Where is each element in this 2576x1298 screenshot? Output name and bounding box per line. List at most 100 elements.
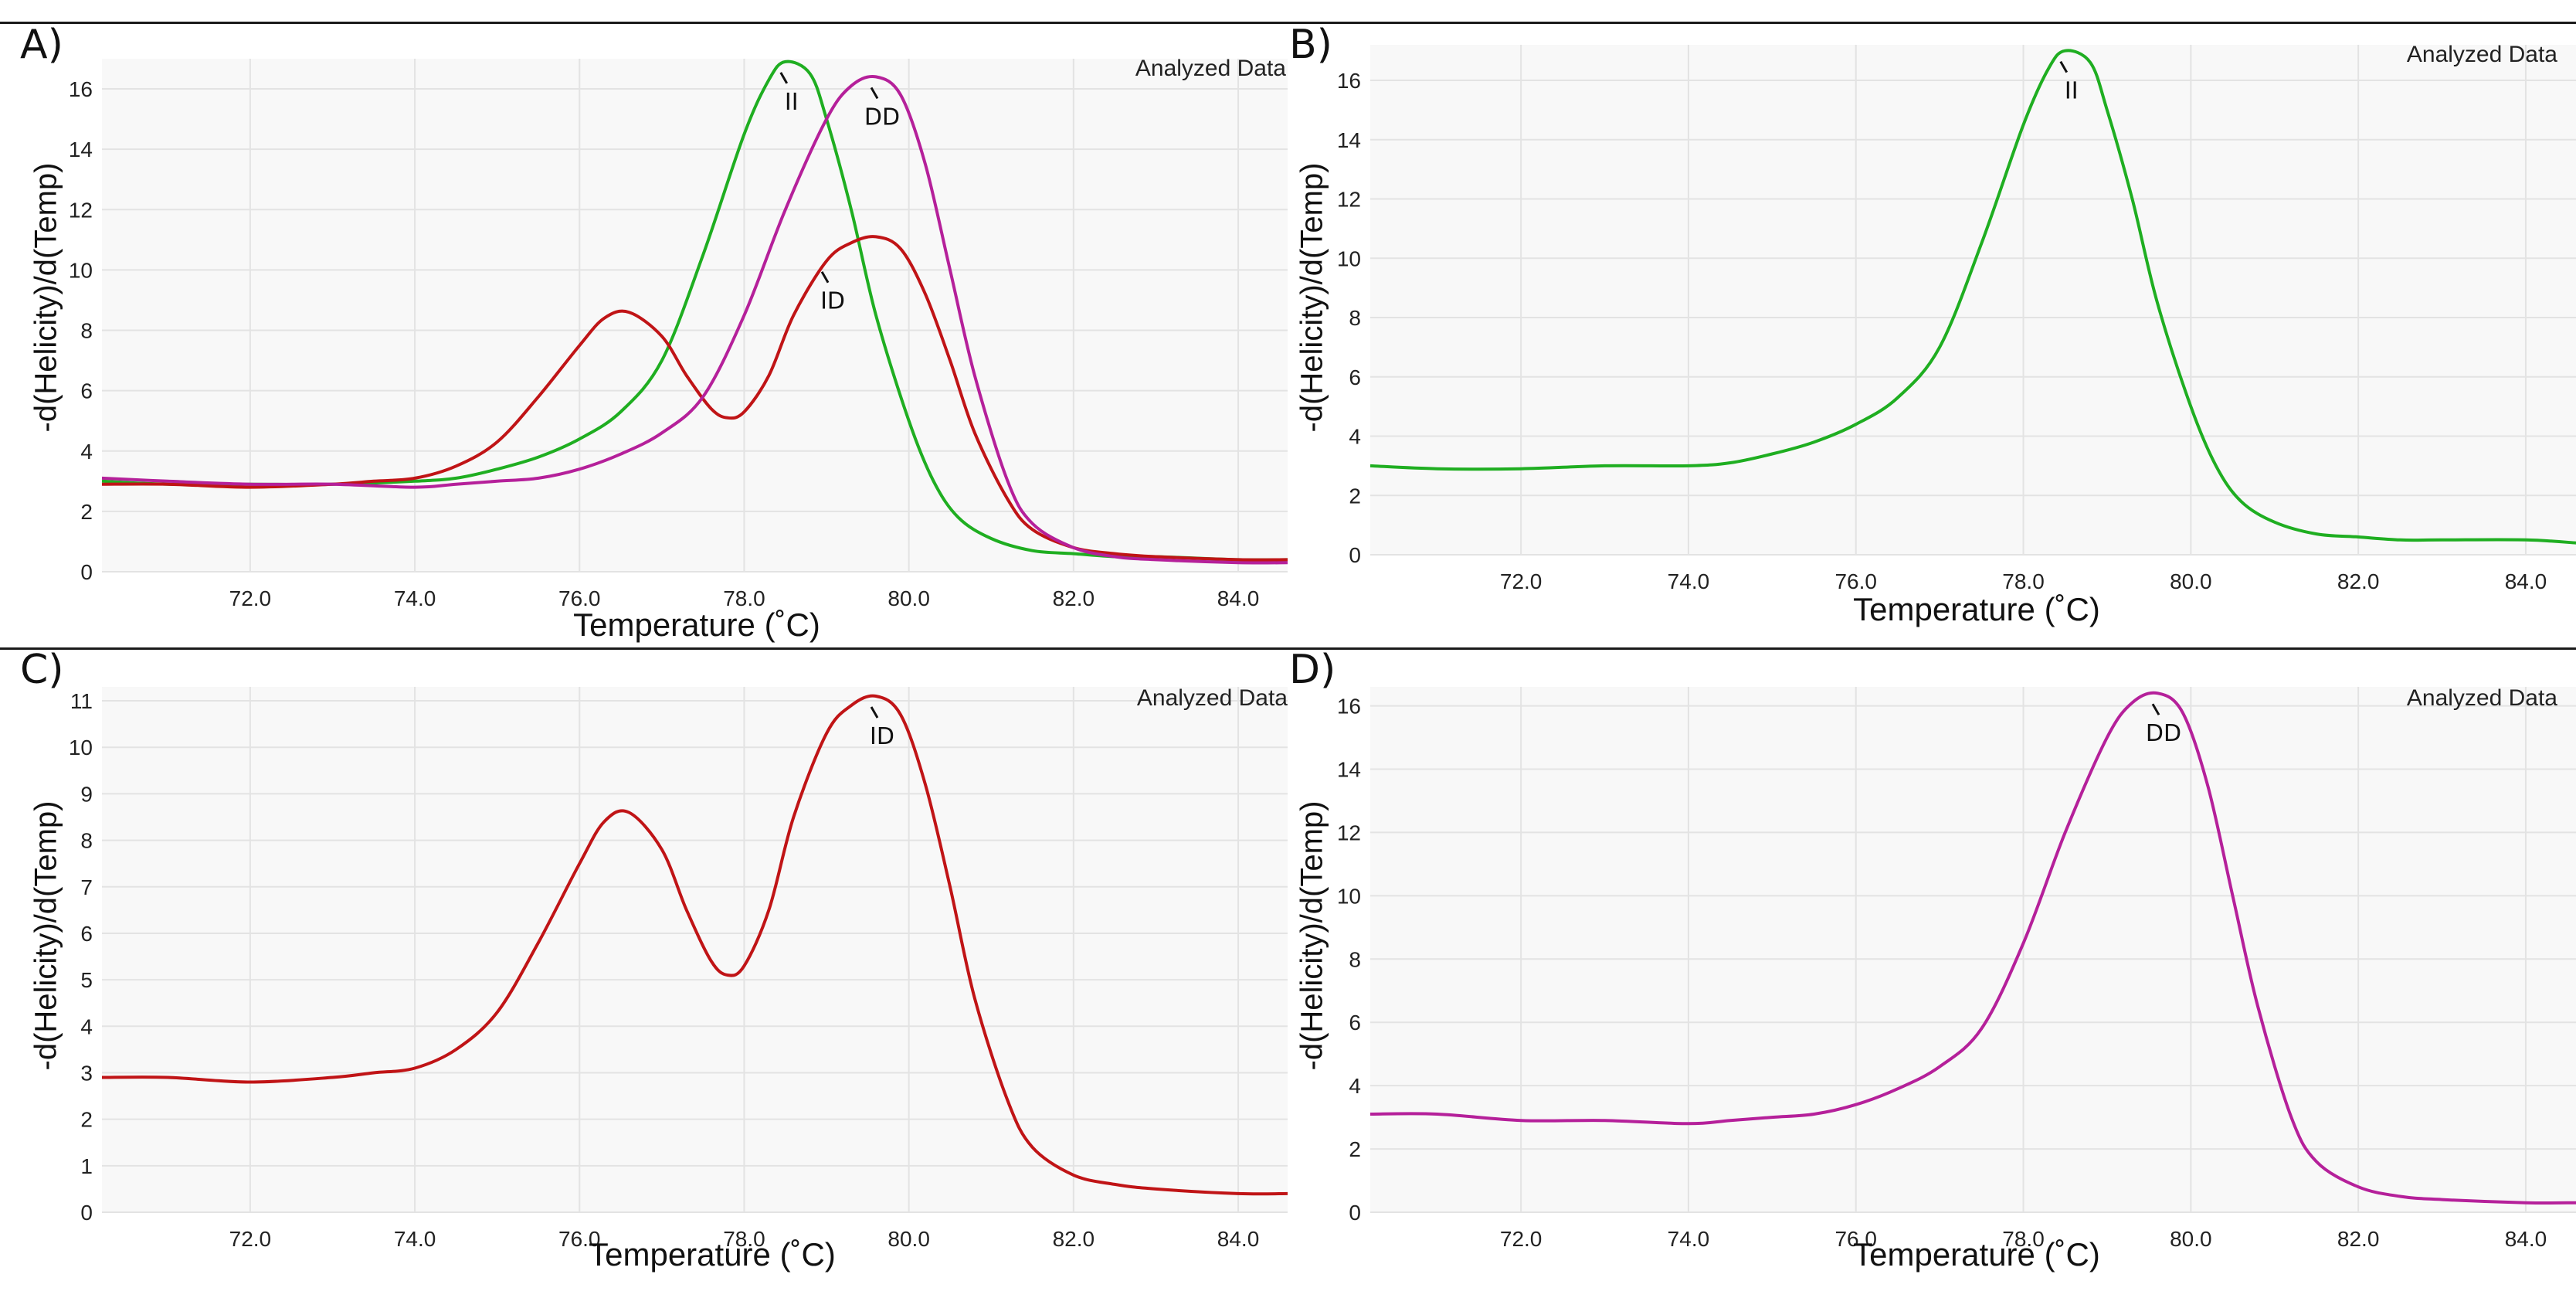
x-tick-label: 72.0 bbox=[229, 1227, 272, 1251]
series-line-dd bbox=[1369, 691, 2576, 1205]
y-tick-label: 8 bbox=[80, 319, 93, 343]
y-axis-label: -d(Helicity)/d(Temp) bbox=[29, 162, 63, 433]
annotation-label: ID bbox=[870, 723, 894, 750]
y-tick-label: 0 bbox=[80, 1201, 93, 1225]
y-tick-label: 10 bbox=[1337, 246, 1361, 270]
y-tick-label: 1 bbox=[80, 1154, 93, 1178]
y-tick-label: 3 bbox=[80, 1061, 93, 1085]
y-tick-label: 6 bbox=[80, 379, 93, 403]
y-tick-label: 4 bbox=[80, 440, 93, 464]
x-tick-label: 76.0 bbox=[1834, 569, 1877, 593]
y-tick-label: 2 bbox=[1349, 484, 1361, 508]
x-tick-label: 74.0 bbox=[394, 586, 436, 610]
series-line-ii bbox=[1369, 49, 2576, 545]
y-tick-label: 6 bbox=[1349, 1011, 1361, 1035]
x-tick-label: 84.0 bbox=[2505, 569, 2547, 593]
y-tick-label: 0 bbox=[80, 560, 93, 584]
x-tick-label: 78.0 bbox=[2002, 1227, 2045, 1251]
y-tick-label: 10 bbox=[1337, 884, 1361, 908]
y-tick-label: 12 bbox=[69, 198, 93, 222]
x-axis-label: Temperature (˚C) bbox=[1853, 591, 2100, 627]
panel-d: 72.0 74.0 76.0 78.0 80.0 82.0 84.0 0 2 4 6 8 10 12 14 1… bbox=[1288, 650, 2576, 1298]
y-tick-label: 7 bbox=[80, 875, 93, 899]
x-tick-label: 82.0 bbox=[1053, 1227, 1095, 1251]
annotation-leader bbox=[2059, 60, 2069, 73]
annotation-label: DD bbox=[2146, 720, 2181, 747]
annotation-label: II bbox=[785, 89, 799, 116]
y-tick-label: 14 bbox=[69, 138, 93, 161]
middle-border-line bbox=[0, 647, 2576, 650]
y-tick-label: 12 bbox=[1337, 188, 1361, 212]
y-tick-label: 8 bbox=[80, 829, 93, 853]
x-tick-label: 80.0 bbox=[888, 1227, 930, 1251]
analyzed-data-label: Analyzed Data bbox=[1135, 56, 1286, 81]
y-tick-label: 2 bbox=[1349, 1137, 1361, 1161]
analyzed-data-label: Analyzed Data bbox=[2406, 685, 2557, 711]
x-axis-label: Temperature (˚C) bbox=[573, 607, 820, 643]
panel-c: 72.0 74.0 76.0 78.0 80.0 82.0 84.0 0 1 2 3 4 5 6 7 8 9 10… bbox=[0, 650, 1288, 1298]
panel-c-chart: 72.0 74.0 76.0 78.0 80.0 82.0 84.0 0 1 2 3 4 5 6 7 8 9 10… bbox=[69, 687, 1288, 1251]
x-tick-label: 84.0 bbox=[1217, 1227, 1260, 1251]
x-tick-label: 76.0 bbox=[558, 1227, 601, 1251]
y-tick-label: 4 bbox=[1349, 1074, 1361, 1098]
annotation-label: ID bbox=[820, 288, 845, 315]
y-tick-label: 5 bbox=[80, 968, 93, 992]
x-axis-label: Temperature (˚C) bbox=[1853, 1236, 2100, 1273]
panel-a-chart: 72.0 74.0 76.0 78.0 80.0 82.0 84.0 0 2 4 6 8 10 12 14 1… bbox=[69, 59, 1288, 610]
x-axis-label: Temperature (˚C) bbox=[589, 1236, 836, 1273]
annotation-leader bbox=[779, 72, 789, 84]
x-tick-label: 74.0 bbox=[1668, 1227, 1710, 1251]
plot-area bbox=[102, 687, 1288, 1212]
y-tick-label: 16 bbox=[1337, 69, 1361, 93]
y-tick-label: 6 bbox=[1349, 365, 1361, 389]
plot-area bbox=[1370, 45, 2576, 555]
y-tick-label: 11 bbox=[70, 689, 93, 713]
analyzed-data-label: Analyzed Data bbox=[1136, 685, 1288, 711]
series-line-dd bbox=[101, 74, 1288, 565]
x-tick-label: 72.0 bbox=[229, 586, 272, 610]
annotation-leader bbox=[820, 270, 830, 284]
x-tick-label: 74.0 bbox=[394, 1227, 436, 1251]
y-tick-label: 14 bbox=[1337, 128, 1361, 152]
x-tick-label: 72.0 bbox=[1500, 1227, 1543, 1251]
top-border-line bbox=[0, 22, 2576, 24]
y-tick-label: 2 bbox=[80, 500, 93, 524]
analyzed-data-label: Analyzed Data bbox=[2406, 42, 2557, 67]
y-axis-label: -d(Helicity)/d(Temp) bbox=[1295, 162, 1329, 433]
panel-b-chart: 72.0 74.0 76.0 78.0 80.0 82.0 84.0 0 2 4 6 8 10 12 14 1… bbox=[1337, 45, 2576, 593]
y-tick-label: 16 bbox=[1337, 695, 1361, 719]
plot-area bbox=[102, 59, 1288, 572]
panel-b: 72.0 74.0 76.0 78.0 80.0 82.0 84.0 0 2 4 6 8 10 12 14 1… bbox=[1288, 23, 2576, 647]
x-tick-label: 80.0 bbox=[888, 586, 930, 610]
y-tick-label: 9 bbox=[80, 782, 93, 806]
panel-letter: A) bbox=[20, 22, 63, 68]
y-tick-label: 2 bbox=[80, 1108, 93, 1132]
x-tick-label: 82.0 bbox=[2337, 569, 2380, 593]
series-line-ii bbox=[101, 59, 1288, 562]
y-tick-label: 10 bbox=[69, 258, 93, 282]
series-line-id bbox=[101, 694, 1288, 1196]
panel-letter: D) bbox=[1289, 647, 1336, 693]
x-tick-label: 78.0 bbox=[723, 1227, 765, 1251]
x-tick-label: 80.0 bbox=[2170, 1227, 2212, 1251]
x-tick-label: 80.0 bbox=[2170, 569, 2212, 593]
annotation-leader bbox=[870, 706, 879, 719]
panel-d-chart: 72.0 74.0 76.0 78.0 80.0 82.0 84.0 0 2 4 6 8 10 12 14 1… bbox=[1337, 687, 2576, 1251]
y-tick-label: 4 bbox=[1349, 425, 1361, 449]
y-tick-label: 14 bbox=[1337, 758, 1361, 782]
x-tick-label: 72.0 bbox=[1500, 569, 1543, 593]
panel-letter: B) bbox=[1289, 22, 1332, 68]
y-tick-label: 8 bbox=[1349, 306, 1361, 330]
x-tick-label: 78.0 bbox=[2002, 569, 2045, 593]
x-tick-label: 82.0 bbox=[2337, 1227, 2380, 1251]
y-axis-label: -d(Helicity)/d(Temp) bbox=[29, 800, 63, 1071]
x-tick-label: 74.0 bbox=[1668, 569, 1710, 593]
x-tick-label: 82.0 bbox=[1053, 586, 1095, 610]
panel-a: 72.0 74.0 76.0 78.0 80.0 82.0 84.0 0 2 4 6 8 10 12 14 1… bbox=[0, 23, 1288, 647]
annotation-label: DD bbox=[864, 104, 900, 131]
x-tick-label: 78.0 bbox=[723, 586, 765, 610]
y-tick-label: 6 bbox=[80, 922, 93, 946]
y-tick-label: 10 bbox=[69, 736, 93, 759]
panel-letter: C) bbox=[20, 647, 64, 693]
annotation-leader bbox=[2151, 703, 2160, 715]
